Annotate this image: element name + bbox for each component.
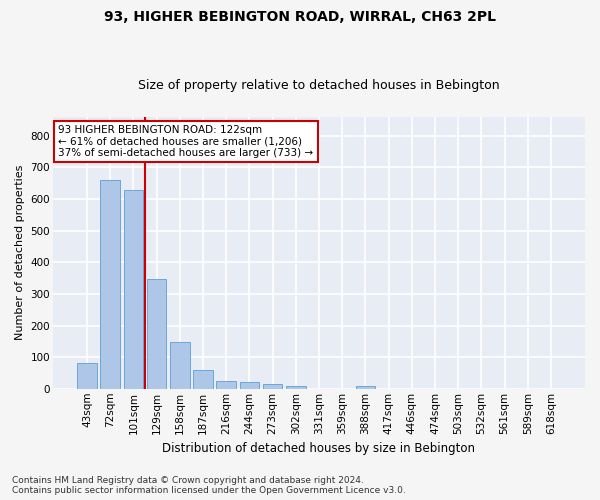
Bar (263, 384, 283, 389)
Bar (286, 386, 305, 389)
Bar (193, 370, 213, 389)
Text: Contains HM Land Registry data © Crown copyright and database right 2024.
Contai: Contains HM Land Registry data © Crown c… (12, 476, 406, 495)
Bar (147, 278, 166, 389)
Bar (239, 382, 259, 389)
Bar (100, 180, 120, 389)
Text: 93 HIGHER BEBINGTON ROAD: 122sqm
← 61% of detached houses are smaller (1,206)
37: 93 HIGHER BEBINGTON ROAD: 122sqm ← 61% o… (58, 125, 313, 158)
Title: Size of property relative to detached houses in Bebington: Size of property relative to detached ho… (138, 79, 500, 92)
Bar (77, 362, 97, 389)
Y-axis label: Number of detached properties: Number of detached properties (15, 165, 25, 340)
Bar (356, 386, 375, 389)
X-axis label: Distribution of detached houses by size in Bebington: Distribution of detached houses by size … (163, 442, 475, 455)
Bar (124, 190, 143, 389)
Bar (170, 342, 190, 389)
Text: 93, HIGHER BEBINGTON ROAD, WIRRAL, CH63 2PL: 93, HIGHER BEBINGTON ROAD, WIRRAL, CH63 … (104, 10, 496, 24)
Bar (217, 382, 236, 389)
